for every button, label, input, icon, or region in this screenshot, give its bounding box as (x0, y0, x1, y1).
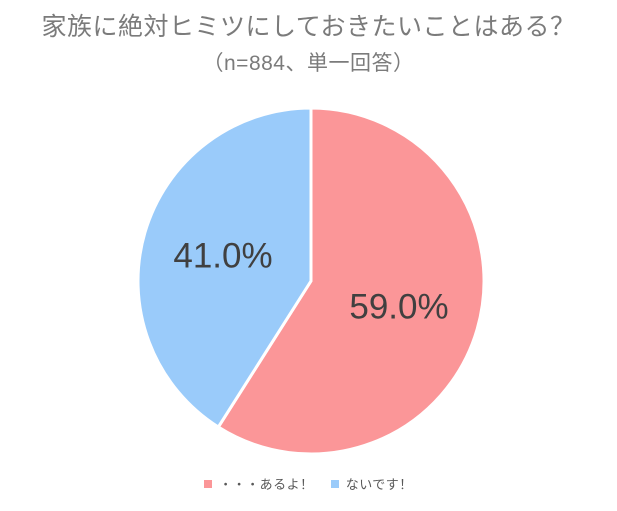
legend-swatch-blue-icon (330, 479, 339, 488)
legend-item-naidesu: ないです！ (330, 474, 413, 493)
legend-label-aruyo: ・・・あるよ！ (219, 477, 314, 492)
pie-slice-0 (216, 106, 486, 456)
legend-item-aruyo: ・・・あるよ！ (204, 474, 314, 493)
pie-chart: 59.0% 41.0% (136, 106, 486, 456)
chart-subtitle: （n=884、単一回答） (202, 52, 415, 75)
pie-data-label-1: 41.0% (173, 236, 272, 275)
pie-data-label-0: 59.0% (349, 288, 448, 327)
legend-swatch-pink-icon (204, 479, 213, 488)
legend-label-naidesu: ないです！ (345, 477, 413, 492)
chart-title: 家族に絶対ヒミツにしておきたいことはある？ (41, 13, 576, 41)
pie-slice-1 (136, 106, 313, 429)
chart-legend: ・・・あるよ！ ないです！ (0, 474, 617, 493)
